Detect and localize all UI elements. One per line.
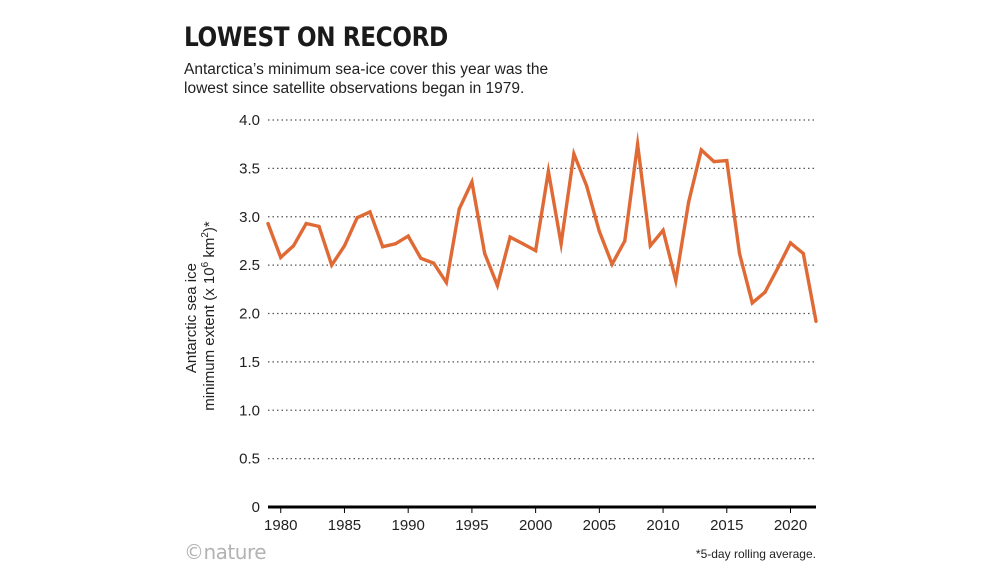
nature-logo: ©nature: [184, 540, 267, 564]
chart-title: LOWEST ON RECORD: [184, 22, 448, 53]
y-tick-label: 0.5: [239, 451, 260, 468]
data-point: [712, 159, 716, 164]
y-axis-title: Antarctic sea ice minimum extent (x 106 …: [183, 221, 218, 411]
data-point: [725, 158, 729, 163]
data-point: [482, 251, 487, 256]
data-point: [788, 241, 793, 245]
data-point: [393, 242, 398, 246]
x-tick-label: 1980: [264, 517, 297, 534]
y-axis-title-line-2: minimum extent (x 106 km2)*: [200, 221, 218, 411]
series-line: [266, 130, 818, 322]
data-point: [776, 266, 780, 270]
data-point: [342, 244, 347, 248]
data-point: [304, 221, 308, 226]
x-tick-label: 1985: [328, 517, 361, 534]
data-point: [533, 248, 538, 253]
data-point: [444, 280, 449, 285]
data-point: [801, 251, 805, 256]
data-point: [380, 245, 385, 249]
data-point: [686, 200, 691, 204]
data-point: [674, 278, 678, 283]
x-tick-label: 2000: [519, 517, 552, 534]
y-tick-label: 0: [252, 499, 260, 516]
data-point: [584, 184, 589, 188]
x-tick-label: 2005: [583, 517, 616, 534]
data-point: [750, 301, 754, 305]
y-tick-label: 1.5: [239, 354, 260, 371]
x-tick-label: 2015: [710, 517, 743, 534]
data-point: [763, 290, 767, 294]
data-point: [699, 148, 704, 152]
data-point: [279, 255, 283, 260]
subtitle-line-2: lowest since satellite observations bega…: [184, 80, 525, 97]
data-point: [317, 224, 321, 229]
x-tick-label: 2020: [774, 517, 807, 534]
data-point: [457, 207, 461, 211]
data-point: [635, 142, 640, 146]
x-tick-label: 2010: [646, 517, 679, 534]
data-point: [495, 283, 500, 288]
data-point: [623, 239, 627, 243]
data-point: [521, 242, 525, 246]
data-point: [291, 244, 296, 248]
x-tick-label: 1995: [455, 517, 488, 534]
data-point: [406, 234, 410, 238]
y-tick-label: 2.0: [239, 306, 260, 323]
data-point: [814, 319, 818, 323]
data-point: [330, 263, 334, 267]
data-point: [431, 261, 436, 265]
x-axis-ticks: 1980 1985 1990 1995 2000 2005 2010 2015 2020: [264, 507, 807, 534]
y-tick-label: 4.0: [239, 112, 260, 129]
data-point: [559, 242, 563, 246]
data-point: [597, 229, 602, 233]
footnote: *5-day rolling average.: [695, 547, 816, 561]
data-point: [610, 262, 614, 266]
y-tick-label: 3.5: [239, 160, 260, 177]
data-point: [355, 216, 359, 220]
chart-subtitle: Antarctica’s minimum sea-ice cover this …: [184, 60, 644, 98]
data-point: [470, 180, 474, 184]
x-tick-label: 1990: [391, 517, 424, 534]
series-group: [266, 130, 818, 323]
data-point: [508, 235, 512, 239]
data-point: [266, 221, 270, 226]
y-tick-label: 1.0: [239, 402, 260, 419]
data-point: [546, 169, 551, 173]
y-axis-ticks: 0 0.5 1.0 1.5 2.0 2.5 3.0 3.5 4.0: [239, 112, 260, 516]
data-point: [661, 228, 665, 232]
data-point: [648, 244, 653, 248]
subtitle-line-1: Antarctica’s minimum sea-ice cover this …: [184, 61, 549, 78]
data-point: [572, 152, 576, 156]
y-axis-title-line-1: Antarctic sea ice: [183, 263, 200, 373]
data-point: [419, 256, 423, 261]
grid-lines: [268, 119, 816, 460]
data-point: [737, 251, 742, 256]
y-tick-label: 3.0: [239, 209, 260, 226]
data-point: [368, 210, 372, 214]
y-tick-label: 2.5: [239, 257, 260, 274]
